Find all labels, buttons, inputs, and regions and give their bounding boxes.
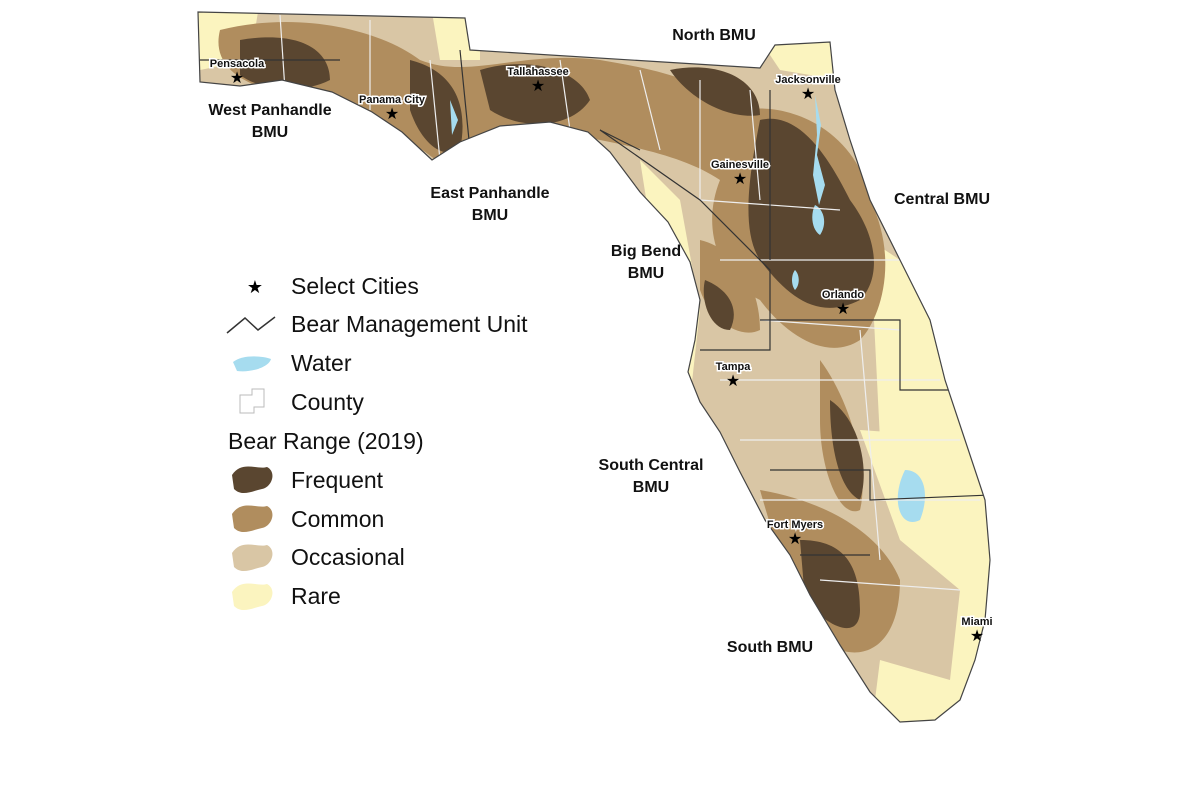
legend-label: Bear Management Unit — [291, 311, 528, 337]
city-star: ★ — [531, 78, 545, 95]
city-star: ★ — [836, 301, 850, 318]
legend-label: Rare — [291, 583, 341, 609]
legend-frequent-icon — [232, 466, 273, 494]
county-lines — [279, 14, 980, 591]
legend-label: Water — [291, 350, 352, 376]
bmu-label: BMU — [472, 207, 508, 224]
city-label: Pensacola — [210, 58, 265, 70]
city-star: ★ — [230, 70, 244, 87]
city-star: ★ — [788, 531, 802, 548]
legend-label: Occasional — [291, 544, 405, 570]
legend-water-icon — [233, 356, 271, 372]
bmu-boundaries — [200, 49, 990, 556]
legend-title: Bear Range (2019) — [228, 428, 424, 454]
bmu-label: West Panhandle — [208, 102, 331, 119]
legend-common-icon — [232, 505, 273, 533]
city-star: ★ — [385, 106, 399, 123]
city-star: ★ — [801, 86, 815, 103]
bmu-label: BMU — [628, 265, 664, 282]
bmu-label: South BMU — [727, 639, 813, 656]
legend-label: Frequent — [291, 467, 384, 493]
city-label: Tampa — [716, 361, 752, 373]
legend-label: Select Cities — [291, 273, 419, 299]
city-label: Panama City — [359, 94, 426, 106]
city-label: Miami — [961, 616, 992, 628]
legend-bmu-icon — [226, 316, 276, 334]
legend-occasional-icon — [232, 544, 273, 572]
legend-label: Common — [291, 506, 384, 532]
city-label: Gainesville — [711, 159, 769, 171]
bmu-label: BMU — [633, 479, 669, 496]
legend-label: County — [291, 389, 364, 415]
legend-star: ★ — [247, 277, 263, 297]
legend-rare-icon — [232, 583, 273, 611]
common-range — [218, 21, 900, 653]
bmu-label: Big Bend — [611, 243, 681, 260]
city-label: Fort Myers — [767, 519, 823, 531]
legend: ★ Select Cities Bear Management Unit Wat… — [226, 273, 528, 611]
city-star: ★ — [970, 628, 984, 645]
bmu-label: South Central — [599, 457, 704, 474]
frequent-range — [240, 37, 874, 629]
city-label: Orlando — [822, 289, 864, 301]
bmu-label: North BMU — [672, 27, 756, 44]
city-label: Tallahassee — [507, 66, 569, 78]
legend-county-icon — [239, 388, 265, 414]
bmu-label: BMU — [252, 124, 288, 141]
bmu-label: East Panhandle — [430, 185, 549, 202]
city-star: ★ — [726, 373, 740, 390]
city-label: Jacksonville — [775, 74, 840, 86]
city-star: ★ — [733, 171, 747, 188]
bmu-label: Central BMU — [894, 191, 990, 208]
